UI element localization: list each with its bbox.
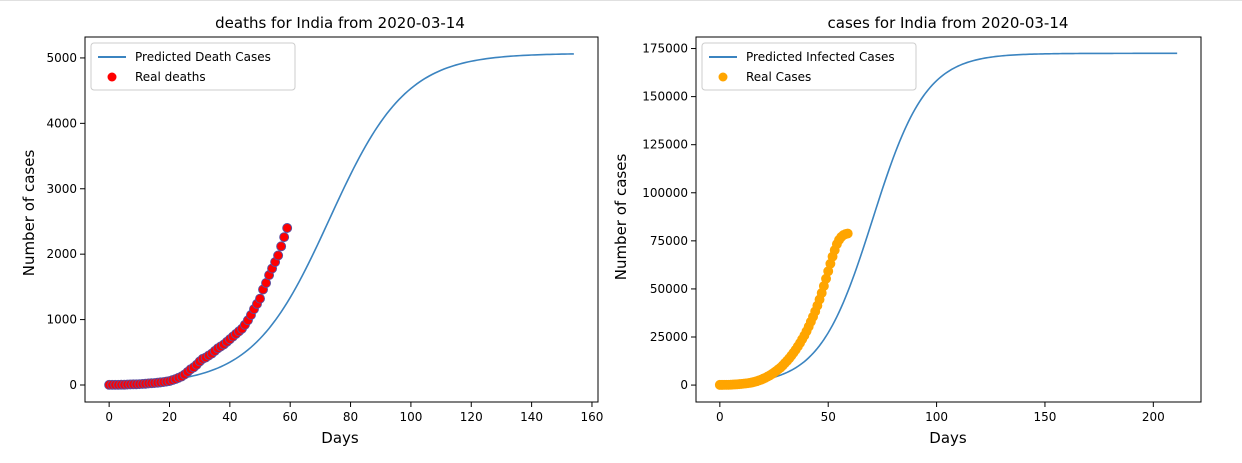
x-tick-label: 0 — [105, 410, 113, 424]
chart-title: cases for India from 2020-03-14 — [828, 14, 1069, 32]
legend-label-real: Real deaths — [135, 70, 206, 84]
y-tick-label: 0 — [680, 378, 688, 392]
data-point — [282, 223, 293, 233]
legend-label-predicted: Predicted Death Cases — [135, 50, 271, 64]
x-tick-label: 200 — [1142, 410, 1165, 424]
chart-title: deaths for India from 2020-03-14 — [215, 14, 465, 32]
legend-marker-swatch — [107, 72, 117, 82]
x-tick-label: 150 — [1033, 410, 1056, 424]
x-tick-label: 100 — [399, 410, 422, 424]
y-tick-label: 1000 — [46, 313, 77, 327]
data-point — [273, 250, 284, 261]
y-tick-label: 150000 — [642, 90, 688, 104]
y-tick-label: 5000 — [46, 51, 77, 65]
y-axis-label: Number of cases — [612, 154, 630, 281]
x-tick-label: 20 — [162, 410, 177, 424]
data-point — [279, 232, 290, 243]
deaths-chart: deaths for India from 2020-03-14 Days Nu… — [20, 14, 603, 447]
y-tick-label: 2000 — [46, 247, 77, 261]
predicted-line — [719, 52, 1178, 385]
x-tick-label: 80 — [343, 410, 358, 424]
y-tick-label: 0 — [69, 378, 77, 392]
legend-box — [90, 42, 296, 91]
x-axis-label: Days — [321, 429, 359, 447]
legend: Predicted Death Cases Real deaths — [90, 42, 296, 91]
cases-chart: cases for India from 2020-03-14 Days Num… — [612, 14, 1202, 447]
data-point — [276, 241, 287, 252]
plot-frame — [695, 36, 1202, 403]
y-tick-label: 25000 — [650, 330, 688, 344]
legend: Predicted Infected Cases Real Cases — [701, 42, 917, 91]
data-point — [842, 228, 853, 239]
x-tick-label: 0 — [716, 410, 724, 424]
y-tick-label: 4000 — [46, 116, 77, 130]
x-tick-label: 100 — [925, 410, 948, 424]
x-tick-label: 140 — [520, 410, 543, 424]
x-tick-label: 50 — [821, 410, 836, 424]
x-axis-label: Days — [929, 429, 967, 447]
legend-marker-swatch — [718, 72, 728, 82]
legend-box — [701, 42, 917, 91]
predicted-line — [109, 53, 574, 385]
y-tick-label: 125000 — [642, 138, 688, 152]
data-point — [255, 293, 265, 304]
y-tick-label: 75000 — [650, 234, 688, 248]
x-tick-label: 160 — [581, 410, 604, 424]
x-tick-label: 120 — [460, 410, 483, 424]
y-tick-label: 3000 — [46, 182, 77, 196]
legend-label-real: Real Cases — [746, 70, 811, 84]
y-tick-label: 100000 — [642, 186, 688, 200]
y-axis-label: Number of cases — [20, 150, 38, 277]
x-tick-label: 60 — [283, 410, 298, 424]
x-tick-label: 40 — [222, 410, 237, 424]
top-divider — [0, 0, 1242, 1]
plot-frame — [84, 36, 599, 403]
y-tick-label: 50000 — [650, 282, 688, 296]
y-tick-label: 175000 — [642, 42, 688, 56]
legend-label-predicted: Predicted Infected Cases — [746, 50, 895, 64]
